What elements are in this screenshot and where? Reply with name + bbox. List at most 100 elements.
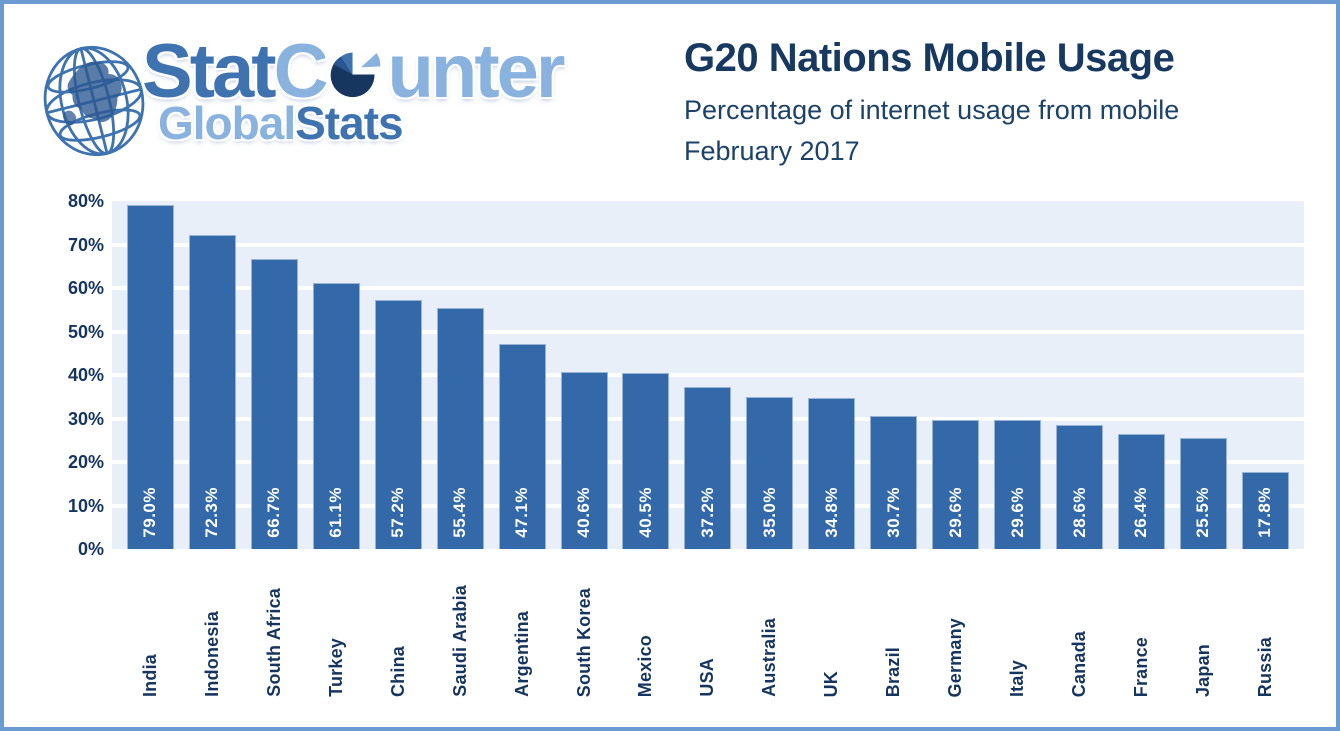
x-axis-label: Japan [1192,643,1213,697]
bar: 29.6% [932,420,980,549]
x-axis-cell: South Korea [561,552,608,697]
bar: 79.0% [126,205,174,549]
x-axis-label: UK [821,670,842,697]
bar-value-label: 30.7% [883,487,903,538]
logo-unter: unter [387,29,565,114]
x-axis-cell: Russia [1242,552,1289,697]
logo-brand-line: StatC unter [142,29,565,114]
bar: 47.1% [498,344,546,549]
x-axis: India Indonesia South Africa Turkey China Sau… [112,552,1304,697]
bar: 37.2% [684,387,732,549]
x-axis-label: Saudi Arabia [449,585,470,697]
gridline [112,242,1304,247]
x-axis-label: France [1130,636,1151,697]
bar-value-label: 17.8% [1255,487,1275,538]
logo-stat: Stat [142,29,277,114]
y-axis-label: 80% [67,191,104,211]
gridline [112,329,1304,334]
bar: 57.2% [374,300,422,549]
bar: 29.6% [994,420,1042,549]
bar-value-label: 29.6% [1007,487,1027,538]
x-axis-cell: Brazil [870,552,917,697]
y-axis-label: 50% [67,321,104,342]
bar-value-label: 29.6% [945,487,965,538]
x-axis-cell: UK [808,552,855,697]
y-axis-label: 0% [77,539,104,559]
gridline [112,373,1304,377]
bar: 61.1% [312,283,360,549]
statcounter-logo: StatC unter GlobalStats [38,32,658,182]
y-axis-label: 20% [67,452,104,472]
bar-value-label: 72.3% [202,487,222,538]
x-axis-label: South Africa [263,588,284,697]
bar-value-label: 37.2% [697,487,717,538]
bar-value-label: 47.1% [512,487,532,538]
bar: 40.5% [622,372,670,549]
x-axis-label: Italy [1007,659,1028,697]
x-axis-cell: India [127,552,174,697]
bar: 26.4% [1117,434,1165,549]
bar: 25.5% [1179,438,1227,549]
chart-subtitle-line2: February 2017 [684,136,860,166]
bar-value-label: 40.5% [635,487,655,538]
bar: 55.4% [436,308,484,549]
x-axis-label: Canada [1069,630,1089,697]
logo-text: StatC unter GlobalStats [142,29,565,147]
x-axis-label: Argentina [511,611,532,697]
x-axis-cell: South Africa [251,552,298,697]
x-axis-cell: Germany [932,552,979,697]
x-axis-label: Russia [1254,636,1275,697]
x-axis-label: Australia [759,618,780,697]
bar-value-label: 34.8% [821,487,841,538]
x-axis-label: Indonesia [201,611,222,697]
chart-subtitle-line1: Percentage of internet usage from mobile [684,95,1180,125]
bar: 40.6% [560,372,608,549]
bar: 28.6% [1056,424,1103,549]
logo-sub-line: GlobalStats [158,100,562,146]
y-axis-label: 40% [67,365,104,385]
bar-value-label: 28.6% [1069,487,1089,538]
bars-container: 79.0% 72.3% 66.7% 61.1% 57.2% 55.4% 47.1% 40.6%… [112,201,1304,549]
bar-value-label: 40.6% [574,487,593,538]
page-title: G20 Nations Mobile Usage [684,36,1175,80]
bar-value-label: 79.0% [140,487,160,538]
bar: 17.8% [1241,471,1289,549]
x-axis-label: China [387,645,408,697]
bar: 35.0% [746,396,794,549]
x-axis-cell: Indonesia [189,552,236,697]
bar-value-label: 25.5% [1193,487,1213,538]
bar: 34.8% [808,397,856,549]
bar: 66.7% [250,258,298,549]
logo-counter-c: C [273,29,329,114]
y-axis-label: 60% [67,278,104,298]
x-axis-cell: Mexico [622,552,669,697]
y-axis-label: 70% [67,234,104,255]
x-axis-label: South Korea [573,587,594,697]
x-axis-cell: Japan [1180,552,1227,697]
gridline [112,286,1304,290]
x-axis-cell: USA [684,552,731,697]
bar-value-label: 35.0% [759,487,779,538]
x-axis-label: Germany [945,617,966,697]
x-axis-cell: France [1118,552,1165,697]
bar-value-label: 61.1% [326,487,346,538]
x-axis-cell: Turkey [313,552,360,697]
x-axis-cell: Saudi Arabia [437,552,484,697]
x-axis-label: Brazil [883,646,904,697]
bar-value-label: 57.2% [388,487,408,538]
x-axis-label: USA [697,658,718,697]
y-axis-label: 10% [67,495,104,516]
logo-stats: Stats [295,97,403,149]
x-axis-cell: Australia [746,552,793,697]
globe-icon [43,45,145,157]
x-axis-cell: China [375,552,422,697]
bar-value-label: 26.4% [1131,487,1151,538]
x-axis-label: Mexico [635,634,656,697]
logo-global: Global [158,97,296,149]
y-axis: 80% 70% 60% 50% 40% 30% 20% 10% 0% [22,191,104,559]
x-axis-cell: Italy [994,552,1041,697]
bar-value-label: 55.4% [450,487,470,538]
bar-value-label: 66.7% [264,487,284,538]
x-axis-cell: Argentina [499,552,546,697]
